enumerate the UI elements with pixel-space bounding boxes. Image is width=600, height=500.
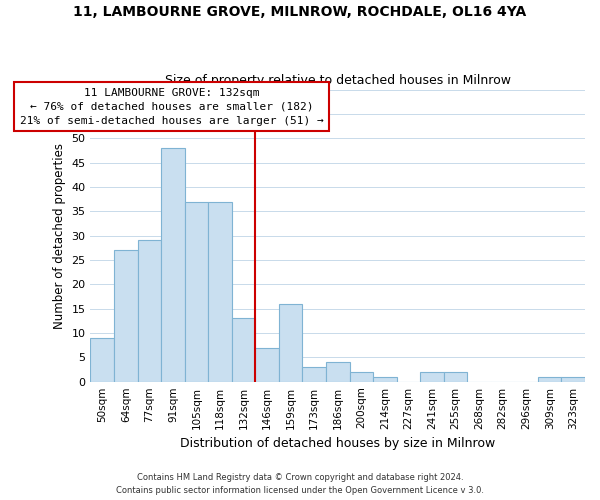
X-axis label: Distribution of detached houses by size in Milnrow: Distribution of detached houses by size … xyxy=(180,437,496,450)
Bar xyxy=(114,250,137,382)
Bar xyxy=(279,304,302,382)
Bar xyxy=(420,372,444,382)
Y-axis label: Number of detached properties: Number of detached properties xyxy=(53,142,66,328)
Bar xyxy=(538,377,562,382)
Bar xyxy=(302,367,326,382)
Bar xyxy=(91,338,114,382)
Bar xyxy=(208,202,232,382)
Bar xyxy=(444,372,467,382)
Bar xyxy=(350,372,373,382)
Bar xyxy=(256,348,279,382)
Title: Size of property relative to detached houses in Milnrow: Size of property relative to detached ho… xyxy=(165,74,511,87)
Text: 11 LAMBOURNE GROVE: 132sqm
← 76% of detached houses are smaller (182)
21% of sem: 11 LAMBOURNE GROVE: 132sqm ← 76% of deta… xyxy=(20,88,323,126)
Bar xyxy=(562,377,585,382)
Text: Contains HM Land Registry data © Crown copyright and database right 2024.
Contai: Contains HM Land Registry data © Crown c… xyxy=(116,474,484,495)
Bar xyxy=(185,202,208,382)
Bar xyxy=(161,148,185,382)
Bar xyxy=(373,377,397,382)
Bar xyxy=(232,318,256,382)
Bar xyxy=(326,362,350,382)
Text: 11, LAMBOURNE GROVE, MILNROW, ROCHDALE, OL16 4YA: 11, LAMBOURNE GROVE, MILNROW, ROCHDALE, … xyxy=(73,5,527,19)
Bar xyxy=(137,240,161,382)
